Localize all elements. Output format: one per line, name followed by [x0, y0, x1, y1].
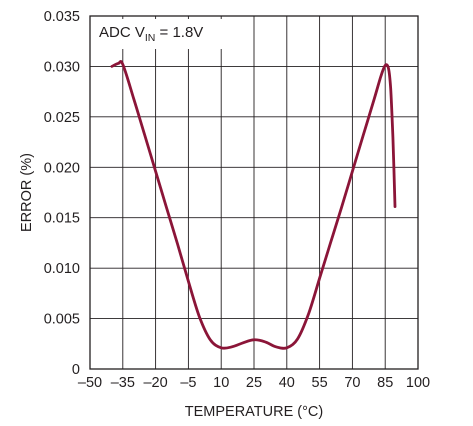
annotation-background	[93, 19, 239, 49]
annotation-box: ADC VIN = 1.8V	[93, 19, 239, 49]
x-tick-label: 10	[213, 375, 229, 391]
y-tick-label: 0.005	[44, 312, 80, 328]
annotation-text: ADC VIN = 1.8V	[99, 24, 203, 44]
x-tick-label: 85	[377, 375, 393, 391]
y-tick-label: 0.020	[44, 160, 80, 176]
x-tick-label: 55	[312, 375, 328, 391]
x-tick-labels: –50 –35 –20 –5 10 25 40 55 70 85 100	[78, 375, 430, 391]
x-tick-label: –50	[78, 375, 102, 391]
annotation-rest: = 1.8V	[155, 24, 203, 41]
annotation-subscript: IN	[145, 32, 156, 44]
y-tick-label: 0.010	[44, 261, 80, 277]
y-axis-title: ERROR (%)	[19, 153, 35, 232]
y-tick-label: 0	[72, 362, 80, 378]
y-tick-label: 0.030	[44, 59, 80, 75]
grid	[90, 16, 418, 369]
x-tick-label: –20	[143, 375, 167, 391]
x-tick-label: 70	[344, 375, 360, 391]
x-tick-label: –35	[111, 375, 135, 391]
y-tick-labels: 0 0.005 0.010 0.015 0.020 0.025 0.030 0.035	[44, 9, 80, 378]
x-tick-label: 100	[406, 375, 430, 391]
y-tick-label: 0.025	[44, 110, 80, 126]
y-tick-label: 0.035	[44, 9, 80, 25]
x-tick-label: 40	[279, 375, 295, 391]
y-tick-label: 0.015	[44, 211, 80, 227]
x-tick-label: –5	[180, 375, 196, 391]
x-tick-label: 25	[246, 375, 262, 391]
plot-frame	[89, 15, 419, 370]
x-axis-title: TEMPERATURE (°C)	[185, 404, 323, 420]
error-series-line	[110, 60, 397, 350]
annotation-main: ADC V	[99, 24, 145, 41]
series-layer	[110, 60, 397, 350]
